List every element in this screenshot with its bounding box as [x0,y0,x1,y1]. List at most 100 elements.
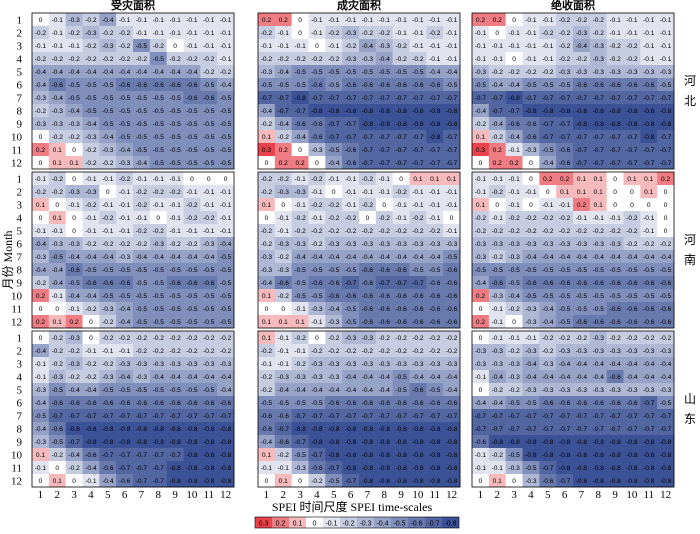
cell-value-label: 0.2 [279,17,288,24]
y-tick-label: 10 [11,132,23,144]
cell-value-label: -0.2 [68,465,80,472]
cell-value-label: -0.8 [593,108,605,115]
cell-value-label: 0.2 [543,176,552,183]
cell-value-label: -0.6 [429,319,441,326]
cell-value-label: -0.8 [311,108,323,115]
cell-value-label: -0.1 [35,465,47,472]
cell-value-label: -0.2 [525,69,537,76]
cell-value-label: -0.3 [102,43,114,50]
cell-value-label: -0.2 [153,335,165,342]
heatmap-cell [342,39,360,53]
cell-value-label: 0 [39,306,43,313]
heatmap-cell [342,65,360,79]
cell-value-label: -0.2 [328,202,340,209]
cell-value-label: -0.7 [220,413,232,420]
cell-value-label: -0.5 [345,319,357,326]
y-tick-label: 5 [17,226,23,238]
cell-value-label: -0.6 [446,319,458,326]
cell-value-label: -0.5 [136,267,148,274]
heatmap-cell [48,117,67,131]
cell-value-label: -0.6 [593,319,605,326]
cell-value-label: -0.2 [52,176,64,183]
heatmap-cell [200,26,218,40]
cell-value-label: 0 [332,189,336,196]
cell-value-label: -0.8 [203,465,215,472]
cell-value-label: -0.2 [395,43,407,50]
column-title: 受灾面积 [111,0,155,12]
region-label: 北 [684,94,696,108]
cell-value-label: -0.2 [52,335,64,342]
cell-value-label: -0.1 [379,189,391,196]
cell-value-label: -0.8 [643,121,655,128]
cell-value-label: -0.6 [345,160,357,167]
cell-value-label: -0.3 [395,361,407,368]
cell-value-label: 0.1 [262,452,271,459]
cell-value-label: -0.5 [102,82,114,89]
heatmap-cell [166,52,184,66]
cell-value-label: 0.1 [413,176,422,183]
heatmap-cell [443,52,461,66]
cell-value-label: -0.5 [35,413,47,420]
cell-value-label: -0.7 [412,147,424,154]
cell-value-label: -0.6 [446,267,458,274]
cell-value-label: -0.7 [362,147,374,154]
heatmap-cell [359,65,377,79]
cell-value-label: -0.3 [542,361,554,368]
cell-value-label: -0.2 [311,228,323,235]
cell-value-label: -0.5 [136,134,148,141]
cell-value-label: -0.1 [186,189,198,196]
cell-value-label: -0.3 [525,348,537,355]
cell-value-label: -0.8 [429,108,441,115]
cell-value-label: -0.8 [311,426,323,433]
cell-value-label: -0.1 [475,30,487,37]
cell-value-label: -0.3 [345,241,357,248]
heatmap-cell [32,65,50,79]
cell-value-label: -0.1 [412,43,424,50]
cell-value-label: -0.4 [475,108,487,115]
cell-value-label: -0.5 [153,121,165,128]
cell-value-label: -0.6 [85,452,97,459]
cell-value-label: -0.2 [311,478,323,485]
heatmap-cell [99,13,117,27]
cell-value-label: -0.5 [345,69,357,76]
cell-value-label: -0.8 [220,426,232,433]
cell-value-label: -0.2 [525,228,537,235]
heatmap-cell [392,39,410,53]
cell-value-label: -0.2 [102,241,114,248]
cell-value-label: -0.1 [220,17,232,24]
cell-value-label: -0.1 [328,17,340,24]
cell-value-label: -0.6 [626,280,638,287]
cell-value-label: -0.2 [362,228,374,235]
cell-value-label: -0.1 [345,17,357,24]
cell-value-label: -0.4 [85,293,97,300]
cell-value-label: -0.8 [446,426,458,433]
cell-value-label: -0.6 [52,400,64,407]
cell-value-label: -0.2 [85,361,97,368]
cell-value-label: -0.4 [35,267,47,274]
cell-value-label: -0.3 [492,241,504,248]
cell-value-label: -0.2 [492,189,504,196]
cell-value-label: -0.2 [328,335,340,342]
cell-value-label: -0.7 [609,413,621,420]
cell-value-label: -0.4 [643,374,655,381]
cell-value-label: -0.6 [475,439,487,446]
cell-value-label: -0.3 [119,160,131,167]
cell-value-label: 0 [72,147,76,154]
cell-value-label: -0.5 [169,319,181,326]
cell-value-label: -0.5 [169,387,181,394]
heatmap-cell [133,104,151,118]
cell-value-label: -0.8 [362,108,374,115]
cell-value-label: -0.6 [52,426,64,433]
cell-value-label: 0.2 [661,176,670,183]
x-axis-label: SPEI 时间尺度 SPEI time-scales [272,499,433,514]
y-tick-label: 4 [17,372,23,384]
cell-value-label: -0.6 [559,160,571,167]
heatmap-cell [65,156,83,170]
cell-value-label: -0.5 [525,82,537,89]
cell-value-label: -0.2 [492,254,504,261]
heatmap-cell [116,156,134,170]
cell-value-label: -0.3 [508,361,520,368]
cell-value-label: -0.2 [220,69,232,76]
cell-value-label: 0.1 [430,176,439,183]
cell-value-label: -0.5 [153,293,165,300]
